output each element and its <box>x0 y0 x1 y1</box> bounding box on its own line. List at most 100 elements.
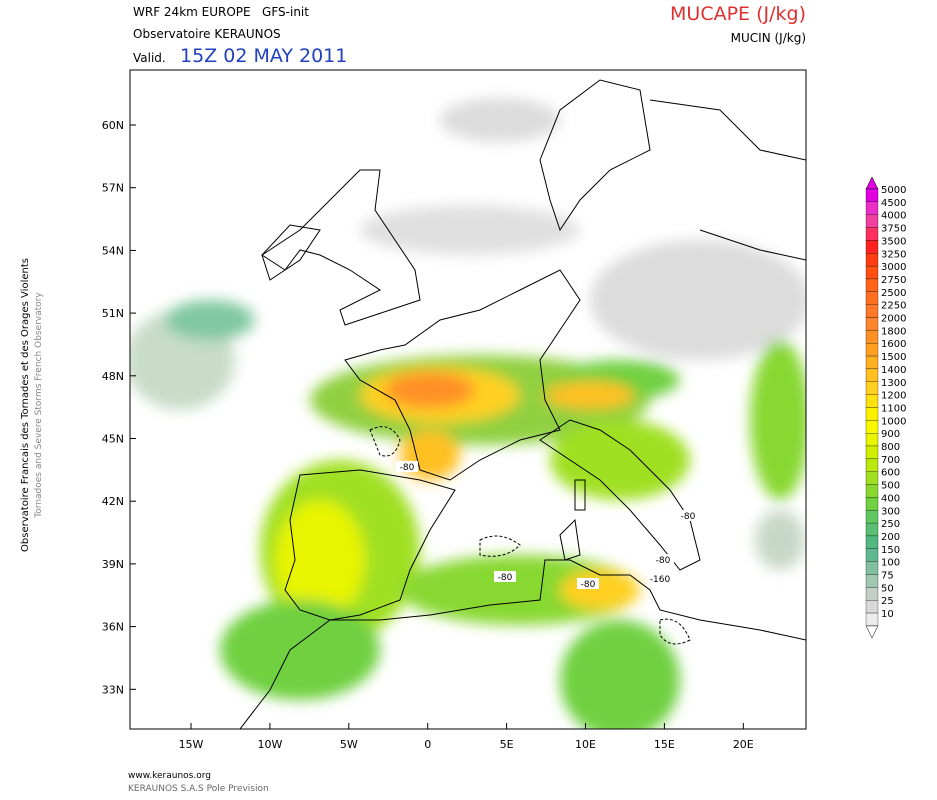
contour-label: -80 <box>400 463 415 473</box>
contour-label: -80 <box>581 580 596 590</box>
lon-label: 10W <box>257 738 282 751</box>
contour-label-box <box>649 573 671 584</box>
valid-label: Valid. <box>133 51 166 65</box>
colorbar-label: 4000 <box>881 211 906 222</box>
colorbar-label: 500 <box>881 481 900 492</box>
colorbar-label: 100 <box>881 558 900 569</box>
colorbar-label: 3750 <box>881 224 906 235</box>
lat-label: 48N <box>102 370 124 383</box>
lat-label: 51N <box>102 307 124 320</box>
colorbar-label: 1400 <box>881 365 906 376</box>
colorbar-swatch <box>865 471 879 485</box>
footer-url: www.keraunos.org <box>128 771 211 781</box>
colorbar-swatch <box>865 510 879 524</box>
side-label-en: Tornadoes and Severe Storms French Obser… <box>34 292 44 519</box>
colorbar-label: 10 <box>881 609 894 620</box>
lon-label: 0 <box>424 738 431 751</box>
colorbar-swatch <box>865 522 879 537</box>
colorbar-swatch <box>865 355 879 370</box>
colorbar-label: 2500 <box>881 288 906 299</box>
colorbar-swatch <box>865 394 879 408</box>
contour-label-box <box>652 554 674 565</box>
contour-label-box <box>677 510 699 521</box>
colorbar-swatch <box>865 484 879 498</box>
colorbar-swatch <box>865 240 879 254</box>
map-frame <box>129 69 807 730</box>
lat-label: 36N <box>102 621 124 634</box>
colorbar-label: 75 <box>881 571 894 582</box>
contour-title: MUCIN (J/kg) <box>731 31 806 45</box>
colorbar-label: 5000 <box>881 185 906 196</box>
colorbar-label: 400 <box>881 493 900 504</box>
valid-time: 15Z 02 MAY 2011 <box>180 45 347 67</box>
colorbar-swatch <box>865 458 879 472</box>
colorbar-swatch <box>865 317 879 331</box>
contour-label: -80 <box>656 556 671 566</box>
colorbar-swatch <box>865 548 879 562</box>
lon-label: 15W <box>179 738 204 751</box>
colorbar-swatch <box>865 278 879 292</box>
colorbar-swatch <box>865 535 879 549</box>
colorbar-swatch <box>865 201 879 215</box>
colorbar-swatch <box>865 381 879 395</box>
lon-label: 5E <box>500 738 514 751</box>
lat-label: 60N <box>102 119 124 132</box>
colorbar-label: 3500 <box>881 236 906 247</box>
lon-label: 5W <box>340 738 358 751</box>
side-label-fr: Observatoire Francais des Tornades et de… <box>20 258 31 552</box>
colorbar-label: 600 <box>881 468 900 479</box>
contour-label: -160 <box>650 575 671 585</box>
colorbar-swatch <box>865 407 879 421</box>
model-label: WRF 24km EUROPE GFS-init <box>133 5 309 19</box>
colorbar-label: 900 <box>881 429 900 440</box>
colorbar-swatch <box>865 291 879 305</box>
colorbar-swatch <box>865 330 879 344</box>
lon-label: 10E <box>575 738 596 751</box>
colorbar-swatch <box>865 432 879 447</box>
colorbar-label: 1800 <box>881 326 906 337</box>
lon-label: 15E <box>654 738 675 751</box>
lat-label: 39N <box>102 558 124 571</box>
contour-label-box <box>396 461 418 472</box>
colorbar-label: 150 <box>881 545 900 556</box>
colorbar-label: 1100 <box>881 403 906 414</box>
colorbar-label: 50 <box>881 583 894 594</box>
colorbar-swatch <box>865 188 879 203</box>
field-title: MUCAPE (J/kg) <box>670 3 806 25</box>
colorbar-swatch <box>865 600 879 614</box>
contour-label: -80 <box>498 573 513 583</box>
colorbar-label: 2750 <box>881 275 906 286</box>
colorbar-swatch <box>865 368 879 382</box>
lat-label: 57N <box>102 182 124 195</box>
source-label: Observatoire KERAUNOS <box>133 27 281 41</box>
colorbar-label: 4500 <box>881 198 906 209</box>
colorbar-label: 250 <box>881 519 900 530</box>
colorbar-swatch <box>865 612 879 627</box>
colorbar-swatch <box>865 561 879 575</box>
colorbar-swatch <box>865 445 879 460</box>
colorbar-label: 1500 <box>881 352 906 363</box>
footer-company: KERAUNOS S.A.S Pole Prevision <box>128 784 269 794</box>
colorbar-arrow-top <box>865 176 879 190</box>
lon-label: 20E <box>733 738 754 751</box>
colorbar-swatch <box>865 214 879 228</box>
contour-label-box <box>494 571 516 582</box>
colorbar-label: 200 <box>881 532 900 543</box>
colorbar-label: 1000 <box>881 416 906 427</box>
colorbar-swatch <box>865 587 879 601</box>
coastlines <box>239 79 806 729</box>
colorbar-label: 1200 <box>881 391 906 402</box>
colorbar-swatch <box>865 574 879 588</box>
colorbar-label: 2250 <box>881 301 906 312</box>
colorbar-label: 3250 <box>881 249 906 260</box>
cape-shading <box>130 98 806 729</box>
lat-label: 54N <box>102 244 124 257</box>
colorbar-swatch <box>865 253 879 267</box>
colorbar-swatch <box>865 227 879 241</box>
contour-label-box <box>577 578 599 589</box>
colorbar-arrow-bottom <box>865 625 879 639</box>
colorbar-label: 700 <box>881 455 900 466</box>
colorbar-swatch <box>865 265 879 280</box>
colorbar-label: 2000 <box>881 314 906 325</box>
